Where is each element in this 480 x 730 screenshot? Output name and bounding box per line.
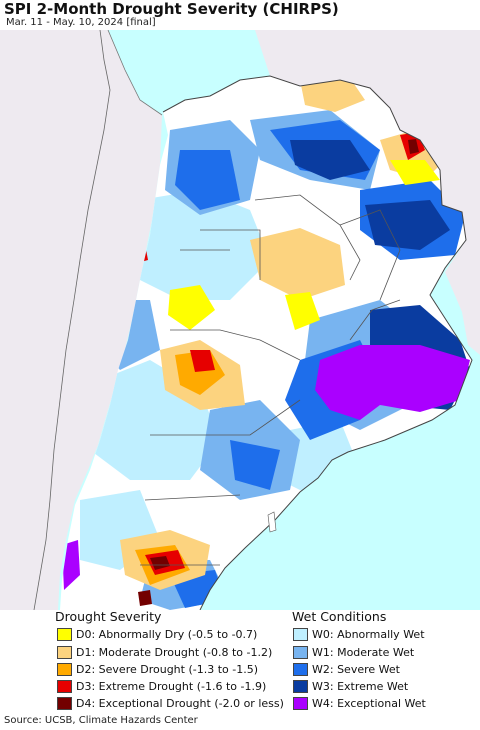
severity-layer [62, 78, 470, 610]
legend-swatch [57, 697, 72, 710]
map-subtitle: Mar. 11 - May. 10, 2024 [final] [6, 17, 156, 28]
legend-label: W4: Exceptional Wet [312, 697, 426, 710]
legend-swatch [293, 680, 308, 693]
legend-label: W0: Abnormally Wet [312, 628, 425, 641]
legend-item-d4: D4: Exceptional Drought (-2.0 or less) [57, 696, 284, 711]
legend-label: D1: Moderate Drought (-0.8 to -1.2) [76, 646, 273, 659]
legend-swatch [57, 646, 72, 659]
legend-label: W1: Moderate Wet [312, 646, 415, 659]
legend-label: D4: Exceptional Drought (-2.0 or less) [76, 697, 284, 710]
coastline-west [33, 30, 111, 610]
legend-item-w4: W4: Exceptional Wet [293, 696, 426, 711]
legend-swatch [57, 628, 72, 641]
legend-item-w0: W0: Abnormally Wet [293, 627, 425, 642]
legend-item-d0: D0: Abnormally Dry (-0.5 to -0.7) [57, 627, 257, 642]
legend-swatch [293, 697, 308, 710]
legend-label: W3: Extreme Wet [312, 680, 409, 693]
source-credit: Source: UCSB, Climate Hazards Center [4, 715, 198, 726]
andes-border [107, 30, 163, 116]
island [267, 511, 277, 533]
legend-swatch [293, 628, 308, 641]
legend-item-w3: W3: Extreme Wet [293, 679, 408, 694]
province-borders [140, 229, 301, 566]
paraguay-brazil-border [339, 209, 401, 301]
drought-legend-title: Drought Severity [55, 609, 162, 624]
legend-item-w1: W1: Moderate Wet [293, 645, 414, 660]
legend-label: D3: Extreme Drought (-1.6 to -1.9) [76, 680, 267, 693]
study-area-outline [162, 75, 473, 610]
neighbor-land-west [0, 30, 162, 610]
legend-label: D0: Abnormally Dry (-0.5 to -0.7) [76, 628, 258, 641]
wet-legend-title: Wet Conditions [292, 609, 387, 624]
legend-swatch [57, 680, 72, 693]
argentina-uruguay-border [349, 299, 401, 341]
legend-swatch [293, 663, 308, 676]
legend-swatch [57, 663, 72, 676]
legend-label: D2: Severe Drought (-1.3 to -1.5) [76, 663, 259, 676]
legend-label: W2: Severe Wet [312, 663, 400, 676]
legend-item-d3: D3: Extreme Drought (-1.6 to -1.9) [57, 679, 266, 694]
legend-swatch [293, 646, 308, 659]
legend-item-d2: D2: Severe Drought (-1.3 to -1.5) [57, 662, 258, 677]
legend-item-w2: W2: Severe Wet [293, 662, 400, 677]
map-title: SPI 2-Month Drought Severity (CHIRPS) [4, 0, 339, 18]
drought-map [0, 30, 480, 610]
legend-item-d1: D1: Moderate Drought (-0.8 to -1.2) [57, 645, 272, 660]
neighbor-land-northeast [255, 30, 480, 355]
